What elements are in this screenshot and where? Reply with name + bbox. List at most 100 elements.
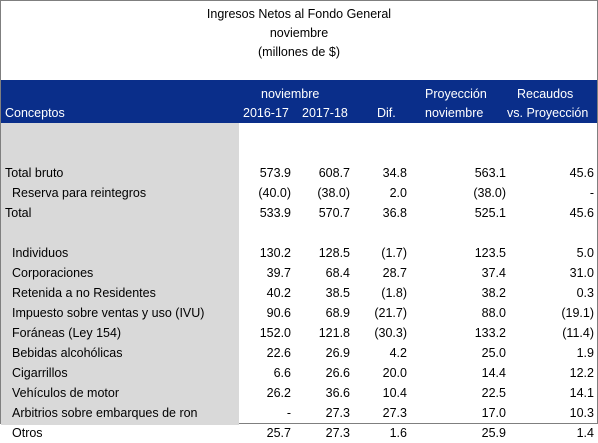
row-label: Individuos [12,246,69,260]
report-title: Ingresos Netos al Fondo General [206,7,392,21]
cell-recaudos-vs-proyeccion: (11.4) [562,326,594,340]
row-label-cell: Retenida a no Residentes [1,283,239,303]
cell-2017-18: 27.3 [325,406,350,420]
header-dif: Dif. [377,106,396,120]
cell-proyeccion: (38.0) [473,186,506,200]
table-row: Foráneas (Ley 154) 152.0 121.8 (30.3) 133.2 (… [1,323,594,343]
cell-proyeccion: 22.5 [481,386,506,400]
spacer-cell [407,223,506,243]
table-row: Individuos 130.2 128.5 (1.7) 123.5 5.0 [1,243,594,263]
report-period: noviembre [269,26,329,40]
cell-2016-17: 130.2 [259,246,291,260]
spacer-cell [291,223,350,243]
row-label: Total bruto [5,166,64,180]
cell-2016-17: 533.9 [259,206,291,220]
cell-2017-18: 38.5 [325,286,350,300]
row-label: Otros [12,426,43,440]
cell-dif: 28.7 [382,266,407,280]
cell-recaudos-vs-proyeccion: 5.0 [576,246,594,260]
cell-2017-18: 36.6 [325,386,350,400]
table-header: noviembre Proyección Recaudos Conceptos … [1,80,597,123]
cell-proyeccion: 563.1 [474,166,506,180]
cell-recaudos-vs-proyeccion: 1.4 [576,426,594,440]
table-row: Corporaciones 39.7 68.4 28.7 37.4 31.0 [1,263,594,283]
cell-dif: 34.8 [382,166,407,180]
cell-dif: 2.0 [389,186,407,200]
cell-dif: 1.6 [389,426,407,440]
cell-dif: 36.8 [382,206,407,220]
row-label: Impuesto sobre ventas y uso (IVU) [12,306,205,320]
cell-recaudos-vs-proyeccion: 45.6 [569,166,594,180]
row-label: Arbitrios sobre embarques de ron [12,406,198,420]
row-label: Vehículos de motor [12,386,120,400]
cell-recaudos-vs-proyeccion: 1.9 [576,346,594,360]
table-spacer-row [1,143,594,163]
table-row: Arbitrios sobre embarques de ron - 27.3 27.… [1,403,594,423]
cell-proyeccion: 525.1 [474,206,506,220]
table-row: Cigarrillos 6.6 26.6 20.0 14.4 12.2 [1,363,594,383]
row-label: Reserva para reintegros [12,186,147,200]
row-label-cell: Corporaciones [1,263,239,283]
cell-proyeccion: 25.0 [481,346,506,360]
label-column-shade [1,123,239,425]
row-label-cell: Total bruto [1,163,239,183]
row-label: Total [5,206,32,220]
cell-proyeccion: 17.0 [481,406,506,420]
cell-recaudos-vs-proyeccion: 0.3 [576,286,594,300]
cell-2017-18: 26.9 [325,346,350,360]
row-label-cell: Otros [1,423,239,443]
cell-2017-18: 121.8 [318,326,350,340]
header-group-noviembre: noviembre [261,87,320,101]
cell-2016-17: 573.9 [259,166,291,180]
row-label-cell: Individuos [1,243,239,263]
cell-recaudos-vs-proyeccion: (19.1) [561,306,594,320]
report-units: (millones de $) [258,45,340,59]
spacer-cell [1,223,239,243]
table-row: Reserva para reintegros (40.0) (38.0) 2.0 (3… [1,183,594,203]
spacer-cell [506,223,594,243]
cell-recaudos-vs-proyeccion: 12.2 [569,366,594,380]
row-label: Retenida a no Residentes [12,286,156,300]
spacer-cell [350,143,407,163]
cell-dif: (1.7) [381,246,407,260]
table-row: Impuesto sobre ventas y uso (IVU) 90.6 68.… [1,303,594,323]
cell-2016-17: 26.2 [266,386,291,400]
cell-dif: 20.0 [382,366,407,380]
spacer-cell [291,143,350,163]
cell-2017-18: 68.4 [325,266,350,280]
row-label: Cigarrillos [12,366,68,380]
header-year-2017-18: 2017-18 [302,106,348,120]
cell-2016-17: - [286,406,291,420]
cell-proyeccion: 38.2 [481,286,506,300]
report-title-block: Ingresos Netos al Fondo General noviembr… [1,1,597,80]
cell-recaudos-vs-proyeccion: 14.1 [569,386,594,400]
cell-dif: 27.3 [382,406,407,420]
row-label: Bebidas alcohólicas [12,346,123,360]
cell-2016-17: 6.6 [273,366,291,380]
row-label-cell: Vehículos de motor [1,383,239,403]
cell-2016-17: 90.6 [266,306,291,320]
cell-proyeccion: 25.9 [481,426,506,440]
row-label: Foráneas (Ley 154) [12,326,122,340]
cell-2016-17: 152.0 [259,326,291,340]
cell-2016-17: (40.0) [258,186,291,200]
spacer-cell [239,223,291,243]
cell-dif: 10.4 [382,386,407,400]
spacer-cell [350,223,407,243]
spacer-cell [506,143,594,163]
cell-2016-17: 39.7 [266,266,291,280]
cell-2017-18: 26.6 [325,366,350,380]
cell-2017-18: 128.5 [318,246,350,260]
row-label-cell: Total [1,203,239,223]
row-label-cell: Cigarrillos [1,363,239,383]
header-recaudos-line2: vs. Proyección [507,106,589,120]
table-row: Total 533.9 570.7 36.8 525.1 45.6 [1,203,594,223]
cell-2017-18: 608.7 [318,166,350,180]
row-label-cell: Arbitrios sobre embarques de ron [1,403,239,423]
header-proyeccion-line1: Proyección [425,87,487,101]
row-label: Corporaciones [12,266,94,280]
header-proyeccion-line2: noviembre [425,106,484,120]
table-row: Total bruto 573.9 608.7 34.8 563.1 45.6 [1,163,594,183]
cell-dif: (1.8) [381,286,407,300]
